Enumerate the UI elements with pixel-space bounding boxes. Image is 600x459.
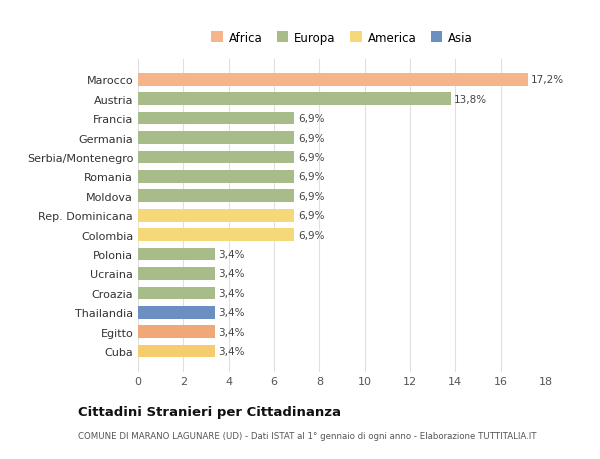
Text: 3,4%: 3,4% bbox=[218, 327, 245, 337]
Text: 6,9%: 6,9% bbox=[298, 230, 325, 240]
Bar bbox=[138, 132, 295, 145]
Bar bbox=[138, 229, 295, 241]
Bar bbox=[138, 287, 215, 300]
Text: 6,9%: 6,9% bbox=[298, 211, 325, 221]
Bar bbox=[138, 345, 215, 358]
Legend: Africa, Europa, America, Asia: Africa, Europa, America, Asia bbox=[208, 28, 476, 48]
Text: 6,9%: 6,9% bbox=[298, 153, 325, 162]
Text: COMUNE DI MARANO LAGUNARE (UD) - Dati ISTAT al 1° gennaio di ogni anno - Elabora: COMUNE DI MARANO LAGUNARE (UD) - Dati IS… bbox=[78, 431, 536, 440]
Bar bbox=[138, 268, 215, 280]
Text: 6,9%: 6,9% bbox=[298, 133, 325, 143]
Text: 3,4%: 3,4% bbox=[218, 308, 245, 318]
Bar bbox=[138, 306, 215, 319]
Text: 6,9%: 6,9% bbox=[298, 172, 325, 182]
Bar bbox=[138, 325, 215, 338]
Text: 3,4%: 3,4% bbox=[218, 250, 245, 259]
Text: Cittadini Stranieri per Cittadinanza: Cittadini Stranieri per Cittadinanza bbox=[78, 405, 341, 419]
Text: 3,4%: 3,4% bbox=[218, 288, 245, 298]
Text: 6,9%: 6,9% bbox=[298, 114, 325, 124]
Text: 6,9%: 6,9% bbox=[298, 191, 325, 202]
Bar bbox=[138, 171, 295, 183]
Bar bbox=[138, 93, 451, 106]
Bar bbox=[138, 151, 295, 164]
Bar bbox=[138, 248, 215, 261]
Text: 17,2%: 17,2% bbox=[531, 75, 565, 85]
Bar bbox=[138, 112, 295, 125]
Text: 3,4%: 3,4% bbox=[218, 347, 245, 356]
Bar bbox=[138, 74, 528, 86]
Bar bbox=[138, 190, 295, 203]
Text: 13,8%: 13,8% bbox=[454, 95, 487, 105]
Text: 3,4%: 3,4% bbox=[218, 269, 245, 279]
Bar bbox=[138, 209, 295, 222]
